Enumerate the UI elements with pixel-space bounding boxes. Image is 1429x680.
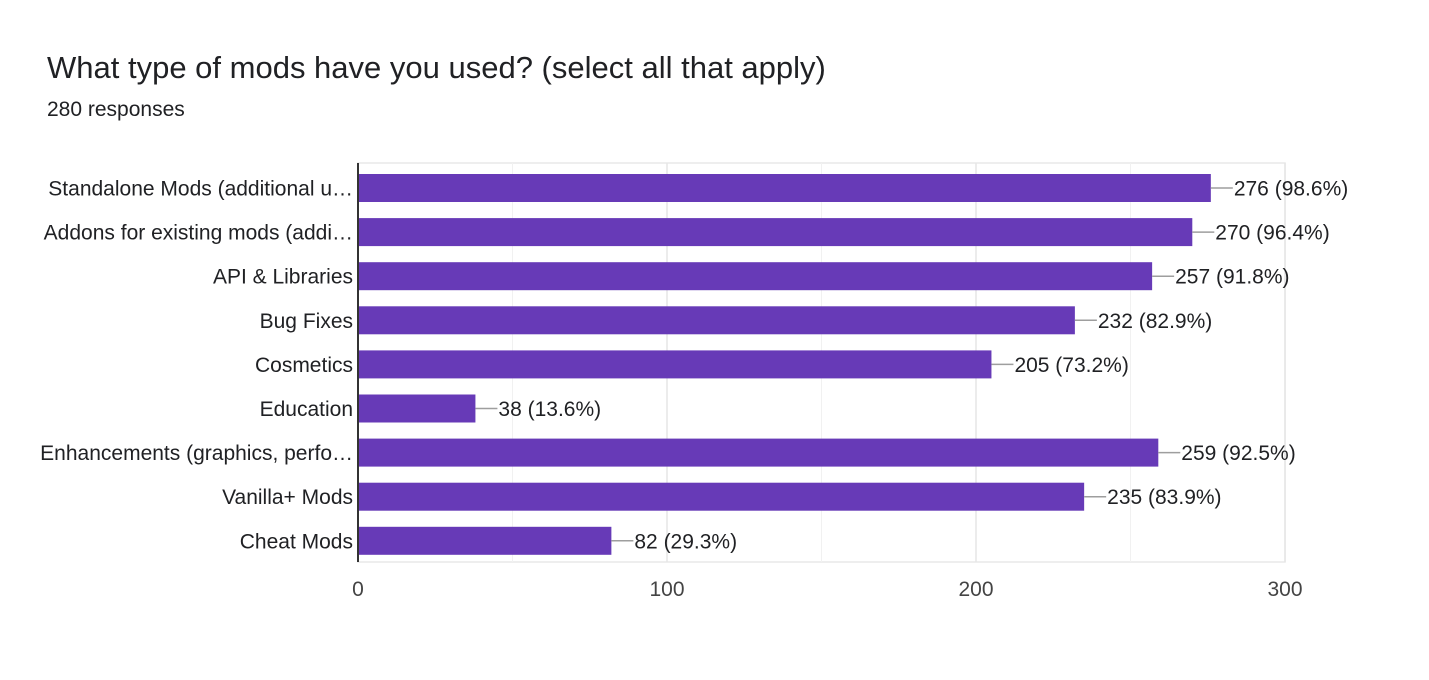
category-label: Cosmetics: [255, 354, 353, 377]
bar: [358, 526, 612, 555]
response-count: 280 responses: [47, 98, 185, 121]
data-label: 270 (96.4%): [1215, 222, 1329, 245]
bar: [358, 306, 1075, 335]
data-label: 232 (82.9%): [1098, 310, 1212, 333]
chart-axes: 0 100 200 300: [352, 163, 1303, 601]
bar: [358, 482, 1085, 511]
category-label: API & Libraries: [213, 266, 353, 289]
bar: [358, 438, 1159, 467]
bar: [358, 218, 1193, 247]
category-label: Standalone Mods (additional u…: [48, 178, 353, 201]
data-label: 82 (29.3%): [634, 530, 737, 553]
data-label: 257 (91.8%): [1175, 266, 1289, 289]
bar: [358, 262, 1153, 291]
data-label: 235 (83.9%): [1107, 486, 1221, 509]
data-label: 259 (92.5%): [1181, 442, 1295, 465]
chart-title: What type of mods have you used? (select…: [47, 50, 826, 85]
bar: [358, 174, 1211, 202]
bar: [358, 394, 476, 423]
bar: [358, 350, 992, 379]
x-tick-label: 100: [649, 578, 684, 601]
x-tick-label: 300: [1267, 578, 1302, 601]
category-label: Education: [260, 398, 353, 421]
chart-bars: [358, 174, 1233, 555]
category-label: Addons for existing mods (addi…: [44, 222, 353, 245]
data-label: 276 (98.6%): [1234, 178, 1348, 201]
data-label: 38 (13.6%): [498, 398, 601, 421]
category-label: Vanilla+ Mods: [222, 486, 353, 509]
category-label: Bug Fixes: [260, 310, 353, 333]
data-label: 205 (73.2%): [1014, 354, 1128, 377]
chart-labels: 276 (98.6%) Standalone Mods (additional u…: [40, 178, 1348, 554]
x-tick-label: 200: [958, 578, 993, 601]
category-label: Cheat Mods: [240, 530, 353, 553]
x-tick-label: 0: [352, 578, 364, 601]
category-label: Enhancements (graphics, perfo…: [40, 442, 353, 465]
